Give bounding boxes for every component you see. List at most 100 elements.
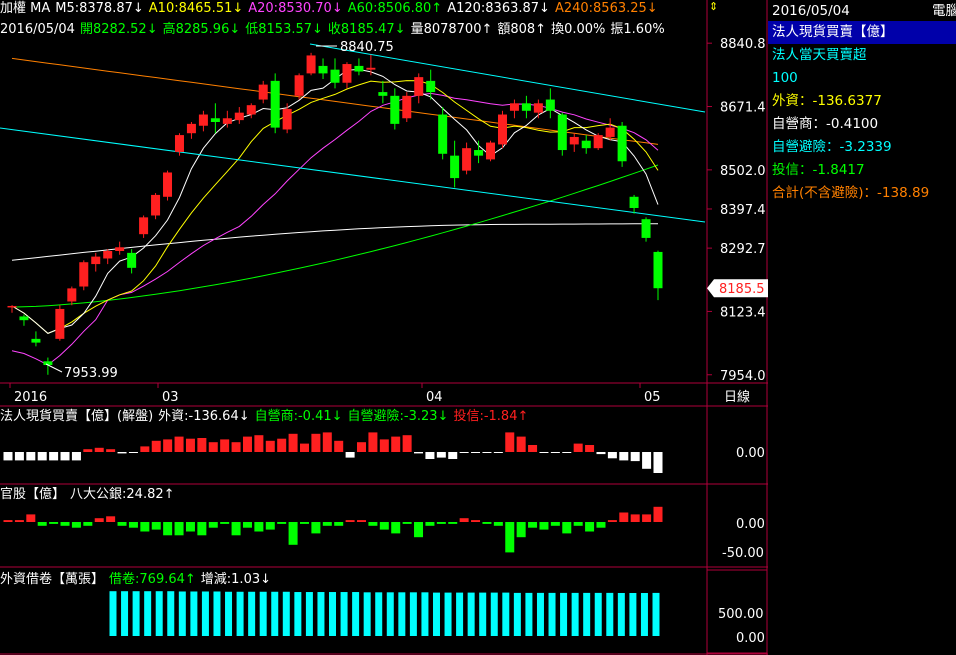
- y-tick-label: 8502.0: [720, 164, 766, 179]
- candle-body: [402, 95, 412, 119]
- candle-body: [450, 155, 460, 179]
- inst-flow-bar: [550, 452, 560, 453]
- candle-body: [462, 148, 472, 171]
- govt-bank-bar: [128, 522, 138, 528]
- side-panel: 2016/05/04 電腦 法人現貨買賣【億】 法人當天買賣超 100 外資：-…: [768, 0, 956, 655]
- candle: [306, 52, 316, 76]
- inst-flow-bar: [345, 452, 355, 458]
- trend-line-upper: [309, 43, 706, 113]
- candle-body: [282, 108, 292, 130]
- inst-flow-bar: [197, 438, 207, 452]
- header-quote-line-part: 2016/05/04: [0, 22, 75, 37]
- lending-bar: [652, 592, 660, 636]
- govt-bank-bar: [334, 522, 344, 526]
- candle: [55, 305, 65, 341]
- inst-flow-bar: [117, 452, 127, 454]
- lending-bar: [421, 592, 429, 636]
- candle-body: [605, 127, 615, 137]
- govt-bank-bar: [106, 516, 116, 522]
- candle: [91, 252, 101, 272]
- ma-m5-line: [11, 68, 659, 334]
- candle-body: [545, 99, 555, 111]
- inst-flow-bar: [208, 442, 218, 452]
- govt-bank-bar: [265, 522, 275, 530]
- inst-flow-bar: [493, 452, 503, 453]
- inst-flow-bar: [299, 443, 309, 452]
- inst-flow-bar: [106, 449, 116, 452]
- panel-title: 法人現貨買賣【億】: [768, 21, 956, 44]
- govt-bank-bar: [619, 512, 629, 522]
- govt-bank-bar: [311, 522, 321, 534]
- candle-body: [641, 219, 651, 238]
- lending-bar: [606, 592, 614, 636]
- header-ma-line-part: A240:8563.25↓: [555, 1, 658, 16]
- inst-flow-bar: [425, 452, 435, 459]
- candle: [222, 110, 232, 128]
- y-tick-label: 8671.4: [720, 101, 766, 116]
- candle-body: [139, 217, 149, 235]
- inst-flow-bar: [402, 435, 412, 452]
- govt-bank-bar: [208, 522, 218, 528]
- header-ma-line-part: A20:8530.70↓: [248, 1, 342, 16]
- lending-bar: [525, 592, 533, 636]
- govt-bank-bar: [242, 522, 252, 528]
- lending-panel-header: 外資借卷【萬張】 借卷:769.64↑ 增減:1.03↓: [0, 571, 271, 587]
- govt-bank-bar: [185, 522, 195, 532]
- govt-bank-bar: [391, 522, 401, 534]
- lending-bar: [479, 592, 487, 636]
- govt-bank-bar: [94, 518, 104, 522]
- candle-body: [617, 125, 627, 162]
- inst-flow-bar: [151, 440, 161, 452]
- candle-body: [151, 194, 161, 216]
- panel-row-value: -1.8417: [812, 162, 865, 178]
- candle: [174, 133, 184, 156]
- inst-flow-bar: [14, 452, 24, 461]
- candle-body: [342, 64, 352, 83]
- candle: [521, 95, 531, 119]
- candle: [270, 73, 280, 134]
- lending-bar: [155, 591, 163, 636]
- inst-flow-bar: [448, 452, 458, 459]
- candle: [486, 140, 496, 162]
- inst-flow-bar: [60, 452, 70, 461]
- govt-bank-bar: [539, 522, 549, 530]
- candle-body: [174, 135, 184, 152]
- header-quote-line: 2016/05/04 開8282.52↓ 高8285.96↓ 低8153.57↓ 收81…: [0, 21, 665, 37]
- inst-flow-bar: [573, 443, 583, 452]
- panel-row-total: 合計(不含避險)：-138.89: [768, 182, 956, 205]
- candle-body: [593, 135, 603, 149]
- candle: [557, 112, 567, 156]
- govt-bank-bar: [26, 514, 36, 522]
- lending-bar: [629, 592, 637, 636]
- lending-bar: [583, 592, 591, 636]
- candle-body: [426, 80, 436, 93]
- lending-bar: [398, 592, 406, 636]
- candle: [629, 194, 639, 214]
- inst-flow-bar: [128, 452, 138, 453]
- candle-body: [318, 65, 328, 74]
- candle-body: [306, 55, 316, 74]
- header-ma-line-part: A10:8465.51↓: [149, 1, 243, 16]
- govt-bank-bar: [436, 522, 446, 524]
- chart-canvas[interactable]: 加權 MA M5:8378.87↓ A10:8465.51↓ A20:8530.70↓…: [0, 0, 768, 655]
- x-axis-title: 日線: [724, 389, 750, 405]
- govt-bank-bar: [459, 518, 469, 522]
- govt-bank-bar: [3, 520, 13, 522]
- lending-bar: [560, 592, 568, 636]
- inst-panel-header-part: 自營避險:-3.23↓: [348, 409, 449, 424]
- candle-body: [569, 136, 579, 145]
- candle: [593, 133, 603, 151]
- govt-bank-bar: [414, 522, 424, 538]
- govt-bank-bar: [197, 522, 207, 536]
- candle-body: [486, 142, 496, 160]
- candle-body: [210, 118, 220, 122]
- y-tick-label: 7954.0: [720, 369, 766, 384]
- govt-bank-bar: [345, 520, 355, 522]
- inst-flow-bar: [414, 452, 424, 454]
- panel-corner-label: 電腦: [932, 3, 956, 19]
- header-ma-line-part: 加權 MA: [0, 1, 50, 16]
- candle: [581, 135, 591, 154]
- govt-bank-bar: [607, 520, 617, 522]
- candle: [210, 103, 220, 134]
- candle-body: [31, 338, 41, 343]
